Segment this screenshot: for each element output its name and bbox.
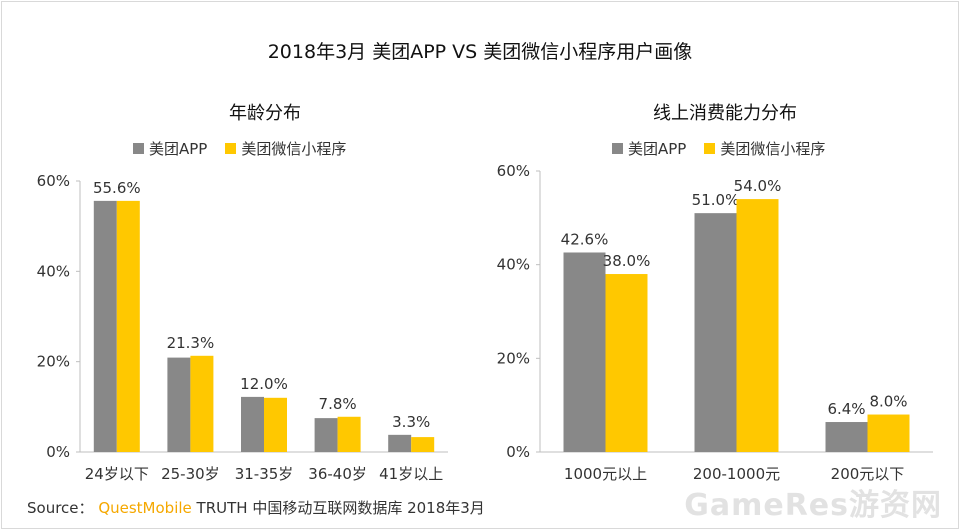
- age-legend-swatch-app: [133, 143, 144, 154]
- consumption-bar-miniprogram: [736, 199, 779, 452]
- age-category-label: 36-40岁: [308, 465, 367, 483]
- source-prefix: Source：: [27, 499, 94, 517]
- age-bar-app: [241, 396, 264, 452]
- age-bar-app: [93, 200, 117, 452]
- consumption-legend-swatch-app: [612, 143, 623, 154]
- consumption-category-label: 1000元以上: [564, 465, 647, 483]
- age-data-label: 3.3%: [392, 413, 430, 431]
- consumption-legend-swatch-miniprogram: [704, 143, 716, 154]
- age-data-label: 55.6%: [93, 179, 141, 197]
- age-bar-miniprogram: [337, 416, 361, 452]
- age-bar-miniprogram: [116, 200, 140, 452]
- consumption-data-label: 51.0%: [692, 191, 740, 209]
- age-bar-miniprogram: [190, 355, 214, 452]
- consumption-chart-title: 线上消费能力分布: [653, 103, 797, 124]
- age-bar-miniprogram: [411, 437, 435, 452]
- consumption-data-label: 38.0%: [603, 252, 651, 270]
- consumption-bar-app: [563, 252, 606, 452]
- age-y-tick-label: 60%: [37, 172, 70, 190]
- age-y-tick-label: 0%: [46, 443, 70, 461]
- age-bar-app: [167, 357, 191, 452]
- consumption-y-tick-label: 20%: [497, 349, 530, 367]
- consumption-bar-miniprogram: [867, 414, 910, 452]
- consumption-bar-app: [825, 422, 868, 452]
- age-chart-legend: 美团APP 美团微信小程序: [133, 138, 364, 159]
- age-bar-app: [314, 418, 338, 452]
- consumption-category-label: 200-1000元: [693, 465, 780, 483]
- age-legend-item-app: 美团APP: [133, 138, 207, 159]
- age-y-tick-label: 40%: [37, 262, 70, 280]
- consumption-legend-item-miniprogram: 美团微信小程序: [704, 138, 825, 159]
- consumption-bar-app: [694, 213, 737, 452]
- age-legend-label-miniprogram: 美团微信小程序: [241, 140, 347, 158]
- age-data-label: 7.8%: [319, 395, 357, 413]
- source-suffix: TRUTH 中国移动互联网数据库 2018年3月: [196, 499, 485, 517]
- consumption-legend-label-app: 美团APP: [628, 140, 687, 158]
- age-data-label: 21.3%: [167, 334, 215, 352]
- source-brand-logo: QuestMobile: [98, 499, 192, 517]
- consumption-y-tick-label: 0%: [506, 443, 530, 461]
- consumption-y-tick-label: 60%: [497, 162, 530, 180]
- age-category-label: 31-35岁: [235, 465, 294, 483]
- age-data-label: 12.0%: [240, 375, 288, 393]
- page-title: 2018年3月 美团APP VS 美团微信小程序用户画像: [267, 41, 693, 63]
- age-chart-title: 年龄分布: [229, 103, 301, 124]
- consumption-data-label: 8.0%: [869, 393, 907, 411]
- watermark: GameRes游资网: [684, 488, 942, 523]
- age-category-label: 41岁以上: [379, 465, 443, 483]
- consumption-legend-label-miniprogram: 美团微信小程序: [720, 140, 826, 158]
- consumption-bar-miniprogram: [605, 274, 648, 452]
- age-legend-item-miniprogram: 美团微信小程序: [225, 138, 346, 159]
- consumption-y-tick-label: 40%: [497, 256, 530, 274]
- age-bar-app: [388, 434, 412, 452]
- source-note: Source： QuestMobile TRUTH 中国移动互联网数据库 201…: [27, 497, 485, 518]
- age-category-label: 24岁以下: [85, 465, 149, 483]
- consumption-category-label: 200元以下: [831, 465, 905, 483]
- age-legend-swatch-miniprogram: [225, 143, 237, 154]
- consumption-chart-legend: 美团APP 美团微信小程序: [612, 138, 843, 159]
- age-category-label: 25-30岁: [161, 465, 220, 483]
- consumption-data-label: 42.6%: [561, 230, 609, 248]
- age-bar-miniprogram: [264, 397, 287, 452]
- age-y-tick-label: 20%: [37, 353, 70, 371]
- consumption-data-label: 6.4%: [827, 400, 865, 418]
- consumption-legend-item-app: 美团APP: [612, 138, 686, 159]
- age-legend-label-app: 美团APP: [149, 140, 208, 158]
- consumption-data-label: 54.0%: [734, 177, 782, 195]
